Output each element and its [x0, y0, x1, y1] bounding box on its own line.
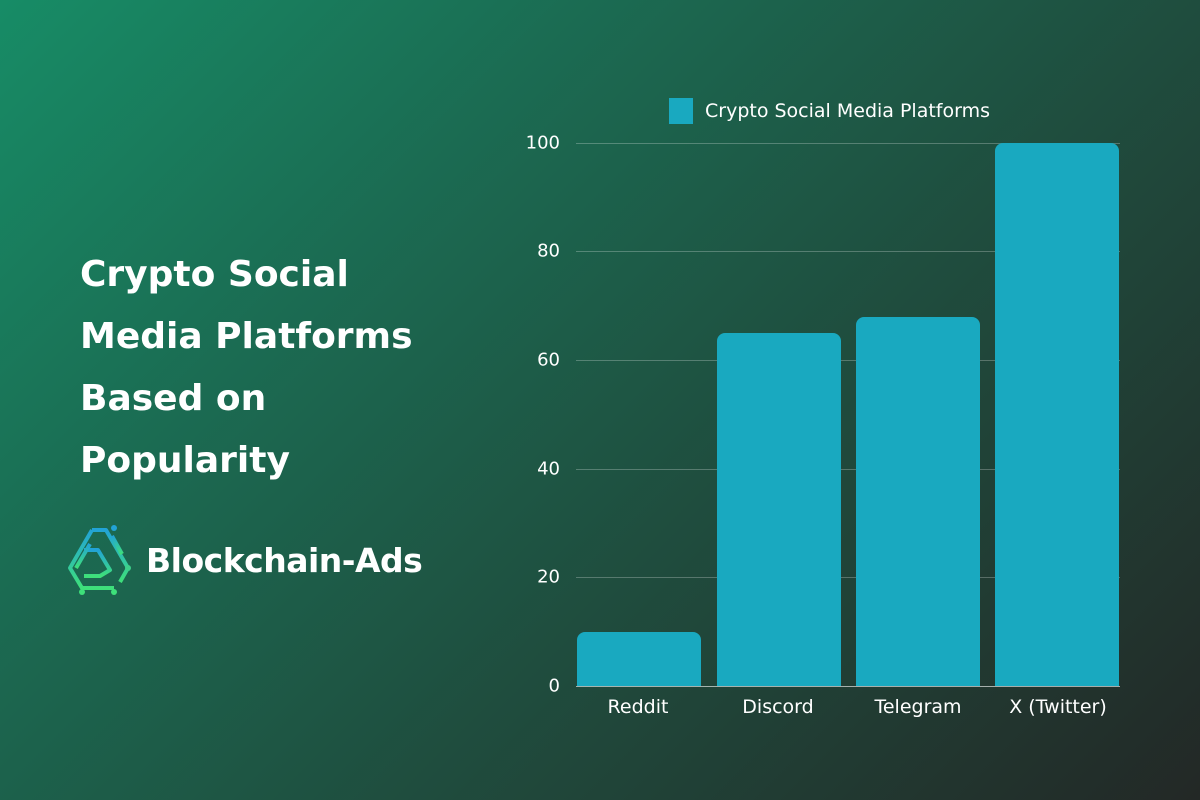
gridline — [576, 469, 1120, 470]
gridline — [576, 143, 1120, 144]
x-label: Discord — [742, 696, 814, 718]
bar-discord — [717, 333, 841, 686]
bar-telegram — [856, 316, 980, 686]
bar-reddit — [577, 631, 701, 686]
bar-x-twitter — [995, 143, 1119, 686]
x-label: X (Twitter) — [1009, 696, 1107, 718]
y-tick: 40 — [537, 458, 560, 480]
title-line: Crypto Social — [80, 254, 349, 295]
gridline — [576, 577, 1120, 578]
title-line: Based on — [80, 378, 267, 419]
title-line: Media Platforms — [80, 316, 413, 357]
blockchain-ads-logo-icon — [68, 525, 131, 595]
logo-text: Blockchain-Ads — [146, 540, 423, 580]
legend-swatch — [669, 98, 693, 124]
title-line: Popularity — [80, 440, 290, 481]
brand-logo: Blockchain-Ads — [62, 524, 423, 596]
x-axis-line — [576, 686, 1120, 687]
x-label: Telegram — [874, 696, 962, 718]
y-tick: 20 — [537, 566, 560, 588]
chart-legend: Crypto Social Media Platforms — [669, 98, 990, 124]
y-tick: 0 — [548, 675, 560, 697]
y-tick: 100 — [525, 132, 560, 154]
page-title: Crypto Social Media Platforms Based on P… — [80, 244, 460, 492]
x-label: Reddit — [607, 696, 669, 718]
legend-label: Crypto Social Media Platforms — [705, 100, 990, 122]
gridline — [576, 360, 1120, 361]
y-tick: 60 — [537, 349, 560, 371]
y-tick: 80 — [537, 240, 560, 262]
gridline — [576, 251, 1120, 252]
